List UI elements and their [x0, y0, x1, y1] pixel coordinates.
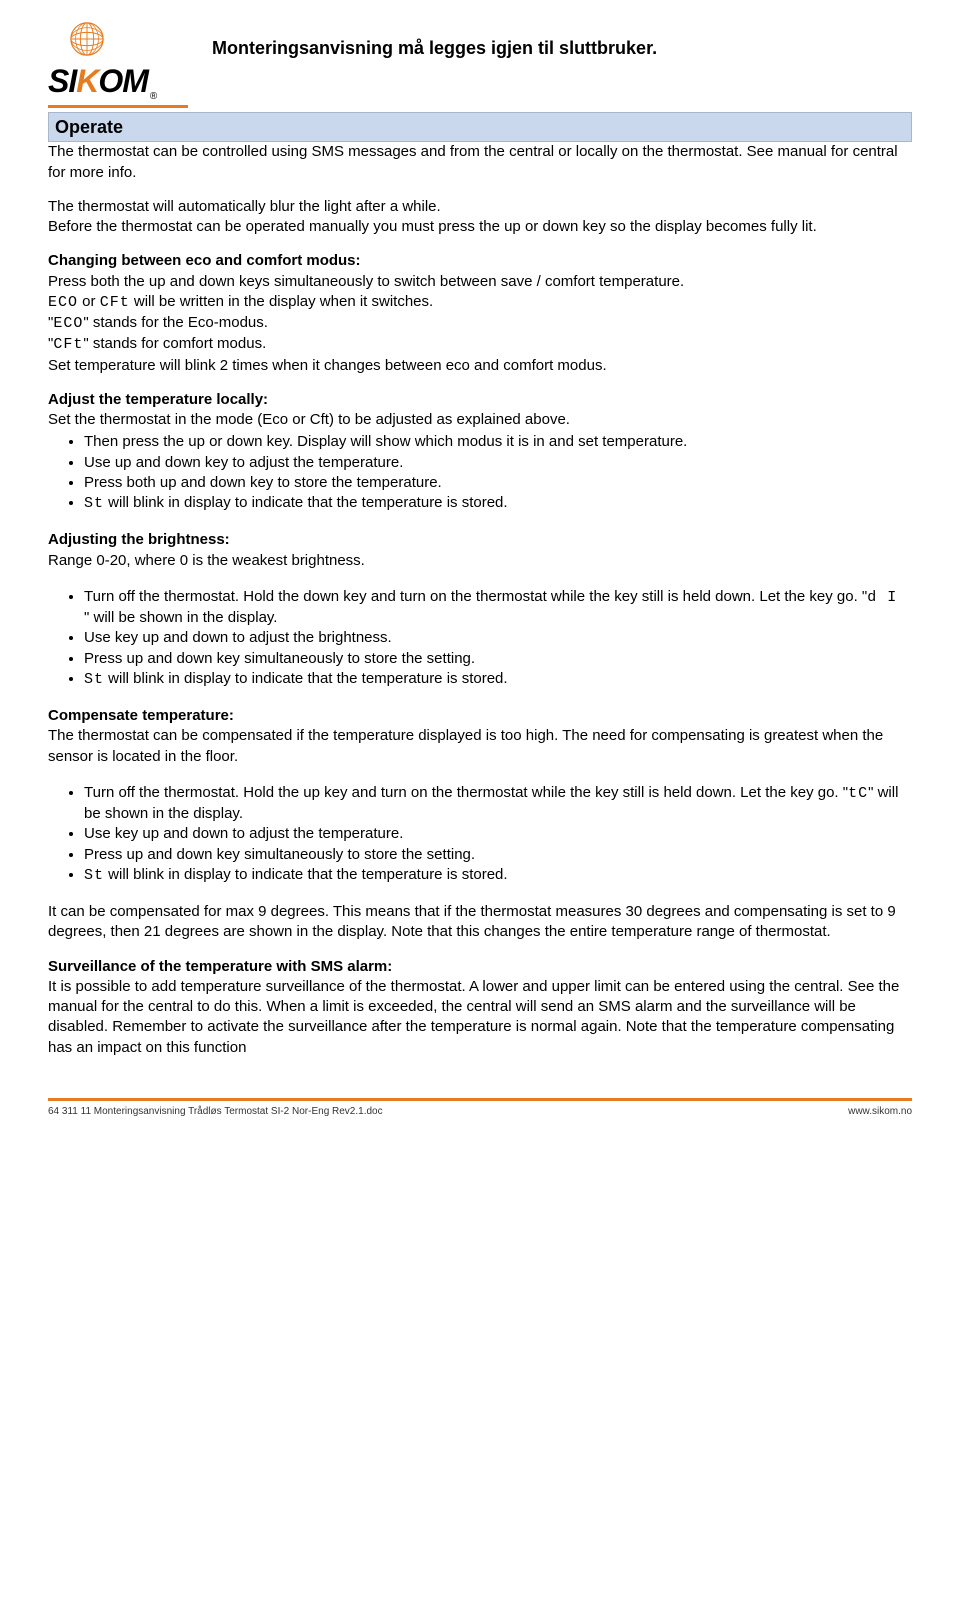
logo-block: SIKOM ®	[48, 20, 188, 108]
list-item: Turn off the thermostat. Hold the up key…	[84, 783, 912, 825]
list-item: Press both up and down key to store the …	[84, 473, 912, 493]
document-title: Monteringsanvisning må legges igjen til …	[212, 36, 912, 60]
changing-heading: Changing between eco and comfort modus:	[48, 251, 912, 271]
brand-part2: OM	[98, 63, 148, 99]
surveillance-p1: It is possible to add temperature survei…	[48, 977, 912, 1058]
brand-underline	[48, 105, 188, 108]
list-item: Use up and down key to adjust the temper…	[84, 453, 912, 473]
brightness-p1: Range 0-20, where 0 is the weakest brigh…	[48, 551, 912, 571]
list-item: Use key up and down to adjust the bright…	[84, 628, 912, 648]
changing-p1: Press both the up and down keys simultan…	[48, 272, 912, 292]
seg-st2: St	[84, 671, 104, 688]
compensate-b4-rest: will blink in display to indicate that t…	[104, 866, 508, 883]
seg-di: d I	[867, 589, 897, 606]
operate-p3: Before the thermostat can be operated ma…	[48, 217, 912, 237]
document-page: SIKOM ® Monteringsanvisning må legges ig…	[0, 0, 960, 1560]
compensate-list: Turn off the thermostat. Hold the up key…	[48, 783, 912, 886]
seg-st: St	[84, 495, 104, 512]
list-item: St will blink in display to indicate tha…	[84, 493, 912, 514]
changing-p3: "ECO" stands for the Eco-modus.	[48, 313, 912, 334]
seg-cft2: CFt	[53, 336, 83, 353]
list-item: Turn off the thermostat. Hold the down k…	[84, 587, 912, 629]
brightness-heading: Adjusting the brightness:	[48, 530, 912, 550]
footer: 64 311 11 Monteringsanvisning Trådløs Te…	[48, 1101, 912, 1129]
changing-p2: ECO or CFt will be written in the displa…	[48, 292, 912, 313]
operate-p1: The thermostat can be controlled using S…	[48, 142, 912, 183]
seg-tc: tC	[848, 785, 868, 802]
section-operate-title: Operate	[48, 112, 912, 142]
brand-part1: SI	[48, 63, 76, 99]
list-item: Then press the up or down key. Display w…	[84, 432, 912, 452]
changing-p5: Set temperature will blink 2 times when …	[48, 356, 912, 376]
seg-eco: ECO	[48, 294, 78, 311]
changing-p4-rest: " stands for comfort modus.	[83, 335, 266, 352]
footer-left: 64 311 11 Monteringsanvisning Trådløs Te…	[48, 1105, 383, 1119]
changing-p2-or: or	[78, 293, 100, 310]
brand-text: SIKOM ®	[48, 60, 188, 103]
adjust-temp-heading: Adjust the temperature locally:	[48, 390, 912, 410]
brightness-b4-rest: will blink in display to indicate that t…	[104, 670, 508, 687]
brand-k: K	[76, 63, 98, 99]
brightness-list: Turn off the thermostat. Hold the down k…	[48, 587, 912, 690]
list-item: Press up and down key simultaneously to …	[84, 845, 912, 865]
compensate-heading: Compensate temperature:	[48, 706, 912, 726]
registered-mark: ®	[150, 90, 157, 104]
brightness-b1a: Turn off the thermostat. Hold the down k…	[84, 588, 867, 605]
globe-icon	[48, 20, 188, 60]
adjust-temp-p1: Set the thermostat in the mode (Eco or C…	[48, 410, 912, 430]
page-header: SIKOM ® Monteringsanvisning må legges ig…	[48, 20, 912, 108]
brightness-b1c: " will be shown in the display.	[84, 609, 277, 626]
adjust-temp-list: Then press the up or down key. Display w…	[48, 432, 912, 514]
list-item: Press up and down key simultaneously to …	[84, 649, 912, 669]
compensate-p2: It can be compensated for max 9 degrees.…	[48, 902, 912, 943]
seg-cft: CFt	[100, 294, 130, 311]
list-item: St will blink in display to indicate tha…	[84, 865, 912, 886]
compensate-p1: The thermostat can be compensated if the…	[48, 726, 912, 767]
operate-p2: The thermostat will automatically blur t…	[48, 197, 912, 217]
seg-eco2: ECO	[53, 315, 83, 332]
compensate-b1a: Turn off the thermostat. Hold the up key…	[84, 784, 848, 801]
surveillance-heading: Surveillance of the temperature with SMS…	[48, 957, 912, 977]
adjust-b4-rest: will blink in display to indicate that t…	[104, 494, 508, 511]
changing-p4: "CFt" stands for comfort modus.	[48, 334, 912, 355]
list-item: Use key up and down to adjust the temper…	[84, 824, 912, 844]
footer-right: www.sikom.no	[848, 1105, 912, 1119]
seg-st3: St	[84, 867, 104, 884]
changing-p3-rest: " stands for the Eco-modus.	[83, 314, 268, 331]
changing-p2-rest: will be written in the display when it s…	[130, 293, 433, 310]
list-item: St will blink in display to indicate tha…	[84, 669, 912, 690]
